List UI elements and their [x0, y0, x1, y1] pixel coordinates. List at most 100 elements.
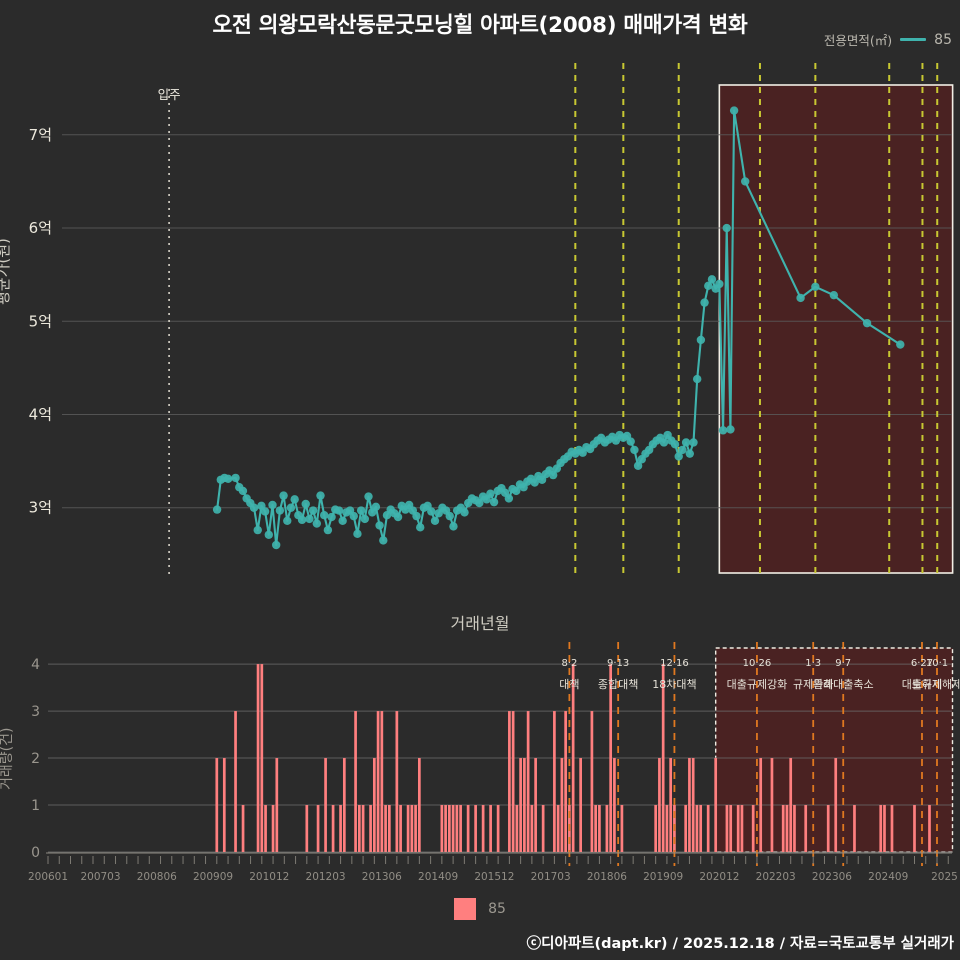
price-data-point: [275, 506, 285, 515]
volume-bar: [508, 711, 511, 852]
price-data-point: [692, 374, 702, 384]
volume-x-tick-label: 200703: [80, 871, 120, 883]
price-data-point: [316, 491, 325, 500]
volume-bar: [564, 711, 567, 852]
volume-bar: [654, 805, 658, 852]
price-data-point: [323, 525, 333, 535]
volume-bar: [770, 758, 774, 852]
price-data-point: [283, 516, 292, 525]
price-data-point: [375, 521, 384, 530]
price-data-point: [685, 449, 694, 458]
volume-bar: [448, 805, 451, 852]
volume-bar: [826, 805, 830, 852]
volume-bar: [489, 805, 492, 852]
legend-top-label: 전용면적(㎡): [823, 33, 893, 48]
volume-annotation-label: 종합대책: [598, 678, 638, 691]
volume-annotation-label: 대책: [559, 678, 579, 691]
price-data-point: [548, 470, 558, 480]
volume-bar: [260, 664, 264, 852]
volume-annotation-label: 특례대출축소: [813, 678, 874, 691]
price-highlight-region: [718, 84, 954, 574]
volume-bar: [372, 758, 376, 852]
price-data-point: [707, 275, 717, 284]
volume-x-tick-label: 200909: [193, 871, 233, 883]
price-data-point: [290, 495, 299, 504]
price-data-point: [460, 508, 469, 517]
volume-bar: [444, 805, 447, 852]
volume-chart: 0 1 2 3 4 8·2 대책 9·13 종합대책 12·16 18차대책 10·26 대출규제강화 1…: [0, 640, 960, 890]
volume-bar: [316, 805, 320, 852]
price-data-point: [811, 282, 820, 291]
volume-y-tick-label: 4: [31, 657, 40, 673]
price-data-point: [253, 525, 262, 535]
price-data-point: [231, 473, 240, 483]
price-x-axis-label: 거래년월: [450, 614, 510, 633]
price-data-point: [718, 426, 728, 435]
volume-bar: [541, 805, 545, 852]
volume-bar: [883, 805, 886, 852]
price-data-point: [475, 498, 484, 508]
volume-bar: [222, 758, 226, 852]
volume-bar: [556, 805, 560, 852]
volume-bar: [331, 805, 335, 852]
volume-y-tick-label: 3: [31, 704, 40, 720]
volume-x-tick-label: 201306: [362, 871, 402, 883]
volume-x-tick-label: 201409: [418, 871, 458, 883]
volume-bar: [804, 805, 808, 852]
volume-bar: [853, 805, 856, 852]
price-chart: 3억4억5억6억7억입주2006012008062010122013062015…: [0, 55, 960, 633]
price-data-point: [268, 500, 277, 510]
volume-bar: [759, 758, 763, 852]
volume-bar: [515, 805, 519, 852]
volume-bar: [474, 805, 477, 852]
price-chart-svg: 3억4억5억6억7억입주2006012008062010122013062015…: [0, 55, 960, 575]
price-data-point: [512, 486, 521, 496]
volume-x-tick-label: 201203: [306, 871, 346, 883]
volume-annotation-label: 대출규제강화: [727, 678, 788, 691]
volume-bar: [342, 758, 346, 852]
volume-x-tick-label: 202306: [812, 871, 852, 883]
price-data-point: [353, 529, 362, 539]
legend-top: 전용면적(㎡) 85: [824, 30, 952, 49]
price-data-point: [630, 445, 639, 455]
price-data-point: [633, 461, 643, 470]
volume-x-tick-label: 201703: [531, 871, 571, 883]
volume-bar: [234, 711, 237, 852]
volume-annotation-date: 6·27: [911, 658, 933, 669]
volume-bar: [725, 805, 729, 852]
price-data-point: [896, 340, 905, 349]
price-data-point: [379, 536, 388, 545]
volume-bar: [387, 805, 391, 852]
price-data-point: [238, 486, 248, 496]
legend-top-line-swatch: [900, 37, 927, 42]
volume-annotation-label: 대출규제: [902, 678, 942, 691]
price-data-point: [305, 514, 314, 524]
volume-bar: [455, 805, 459, 852]
volume-bar: [496, 805, 500, 852]
volume-x-tick-label: 201806: [587, 871, 627, 883]
volume-x-tick-label: 201012: [249, 871, 289, 883]
price-y-tick-label: 5억: [29, 312, 52, 330]
volume-bar: [706, 805, 710, 852]
volume-y-tick-label: 2: [31, 751, 40, 767]
volume-bar: [699, 805, 703, 852]
price-data-point: [659, 438, 669, 447]
price-data-point: [445, 511, 454, 521]
volume-bar: [395, 711, 399, 852]
volume-bar: [241, 805, 245, 852]
volume-chart-svg: 0 1 2 3 4 8·2 대책 9·13 종합대책 12·16 18차대책 10·26 대출규제강화 1…: [0, 640, 960, 890]
volume-annotation-date: 9·7: [835, 658, 851, 669]
volume-bar: [590, 711, 594, 852]
legend-bottom: 85: [0, 898, 960, 920]
volume-highlight-region: [714, 647, 954, 853]
price-data-point: [297, 515, 307, 525]
volume-bar: [526, 711, 530, 852]
volume-bar: [530, 805, 534, 852]
volume-bar: [879, 805, 883, 852]
price-data-point: [700, 298, 709, 307]
volume-bar: [410, 805, 414, 852]
volume-bar: [369, 805, 372, 852]
volume-x-tick-label: 201909: [643, 871, 683, 883]
volume-bar: [361, 805, 365, 852]
price-data-point: [674, 452, 683, 461]
